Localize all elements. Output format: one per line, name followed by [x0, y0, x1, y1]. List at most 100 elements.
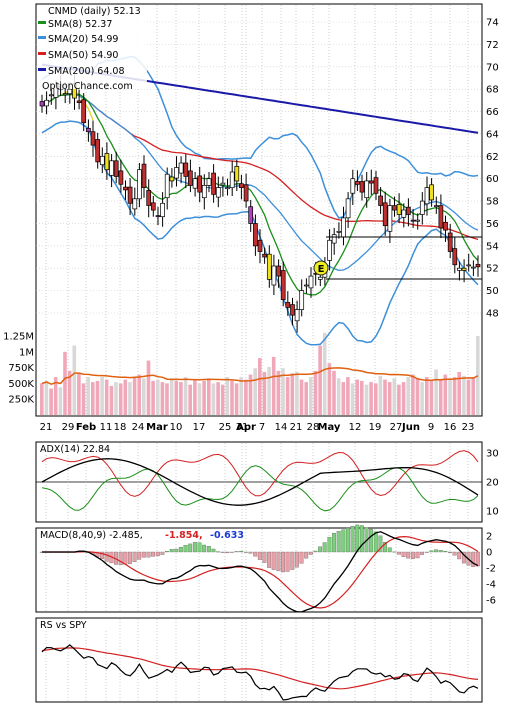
volume-bar [383, 379, 387, 415]
volume-bar [63, 351, 67, 415]
volume-bar [290, 373, 295, 415]
rs-line [41, 644, 479, 701]
price-y-tick: 66 [486, 107, 499, 118]
adx-gridlines [45, 443, 469, 521]
macd-panel: MACD(8,40,9) -2.485, -1.854, -0.633 2 0 -2… [35, 524, 496, 613]
volume-bar [207, 378, 211, 415]
volume-bar [392, 378, 397, 415]
volume-bar [100, 377, 104, 415]
volume-bar [179, 382, 183, 415]
adx-y-tick: 20 [486, 478, 499, 489]
macd-histogram-bar [424, 551, 429, 553]
macd-histogram-bar [165, 551, 169, 553]
volume-bar [332, 370, 336, 415]
volume-bar [202, 380, 206, 415]
candle-body [396, 204, 402, 215]
volume-bar [434, 369, 438, 415]
rs-label: RS vs SPY [40, 620, 87, 631]
volume-y-tick: 500K [8, 379, 34, 390]
candle-body [169, 176, 175, 182]
volume-bar [86, 377, 90, 415]
price-legend: CNMD (daily) 52.13 SMA(8) 52.37 SMA(20) … [37, 5, 147, 92]
candle-body [86, 127, 91, 133]
price-y-axis: 74 72 70 68 66 64 62 60 58 56 54 52 50 48 [486, 18, 499, 320]
macd-histogram-bar [318, 546, 323, 553]
volume-bar [234, 383, 239, 415]
candle-body [345, 198, 351, 219]
earnings-marker[interactable]: E [313, 260, 329, 276]
date-tick: Feb [76, 422, 96, 433]
date-tick: 21 [40, 422, 53, 433]
macd-histogram-bar [169, 549, 174, 553]
volume-bar [146, 360, 151, 415]
volume-bar [336, 378, 341, 415]
volume-bar [378, 375, 383, 415]
candle-body [271, 265, 277, 286]
volume-bar [132, 377, 137, 415]
macd-histogram-bar [188, 543, 193, 553]
candle-body [160, 202, 165, 218]
macd-histogram-bar [206, 546, 211, 553]
candle-body [424, 187, 430, 205]
volume-bar [193, 379, 197, 415]
price-y-tick: 48 [486, 309, 499, 320]
date-tick: 24 [132, 422, 145, 433]
volume-bar [281, 368, 285, 415]
volume-bar [81, 383, 86, 415]
adx-label: ADX(14) 22.84 [40, 444, 110, 455]
candle-body [447, 232, 453, 252]
volume-bar [387, 382, 392, 415]
date-tick: 17 [193, 422, 206, 433]
macd-histogram-bar [155, 551, 160, 557]
volume-bar [411, 374, 415, 415]
candle-body [461, 267, 467, 271]
volume-bar [276, 370, 281, 415]
svg-text:E: E [318, 264, 325, 275]
macd-histogram-bar [392, 551, 397, 553]
candle-body [266, 253, 272, 280]
macd-histogram-bar [123, 551, 128, 565]
candle-body [90, 131, 96, 146]
volume-bar [248, 374, 253, 415]
adx-panel: ADX(14) 22.84 30 20 10 [35, 441, 499, 523]
macd-histogram-bar [410, 551, 415, 559]
volume-bar [253, 368, 257, 415]
macd-histogram-bar [141, 551, 146, 558]
candle-body [220, 182, 226, 186]
candle-body [280, 270, 286, 300]
macd-histogram-bar [345, 527, 350, 553]
macd-histogram-bar [420, 551, 425, 555]
candle-body [257, 239, 263, 252]
candle-body [368, 180, 374, 184]
volume-bar [364, 384, 369, 415]
macd-histogram-bar [243, 551, 248, 553]
date-tick: 9 [428, 422, 434, 433]
volume-bar [95, 380, 100, 415]
volume-bar [44, 380, 49, 415]
volume-bar [462, 375, 466, 415]
macd-histogram-bar [304, 551, 309, 559]
candle-body [178, 162, 184, 174]
macd-y-tick: -4 [486, 580, 496, 591]
candle-body [382, 202, 388, 227]
legend-sma8: SMA(8) 52.37 [48, 19, 112, 30]
rs-panel: RS vs SPY [35, 617, 483, 703]
volume-bar [258, 358, 262, 415]
candle-body [392, 205, 397, 211]
candle-body [215, 187, 221, 198]
price-y-tick: 58 [486, 197, 499, 208]
candle-body [113, 160, 119, 177]
volume-bar [309, 377, 313, 415]
volume-bar [374, 383, 378, 415]
candle-body [243, 184, 249, 202]
macd-histogram-bar [262, 551, 267, 563]
volume-bar [142, 378, 146, 415]
volume-y-tick: 1.25M [3, 332, 34, 343]
volume-bar [123, 379, 128, 415]
price-y-tick: 56 [486, 219, 499, 230]
volume-bar [114, 382, 118, 415]
date-tick: 12 [349, 422, 362, 433]
volume-bar [295, 372, 299, 415]
macd-histogram-bar [248, 551, 253, 554]
candle-body [285, 302, 291, 308]
